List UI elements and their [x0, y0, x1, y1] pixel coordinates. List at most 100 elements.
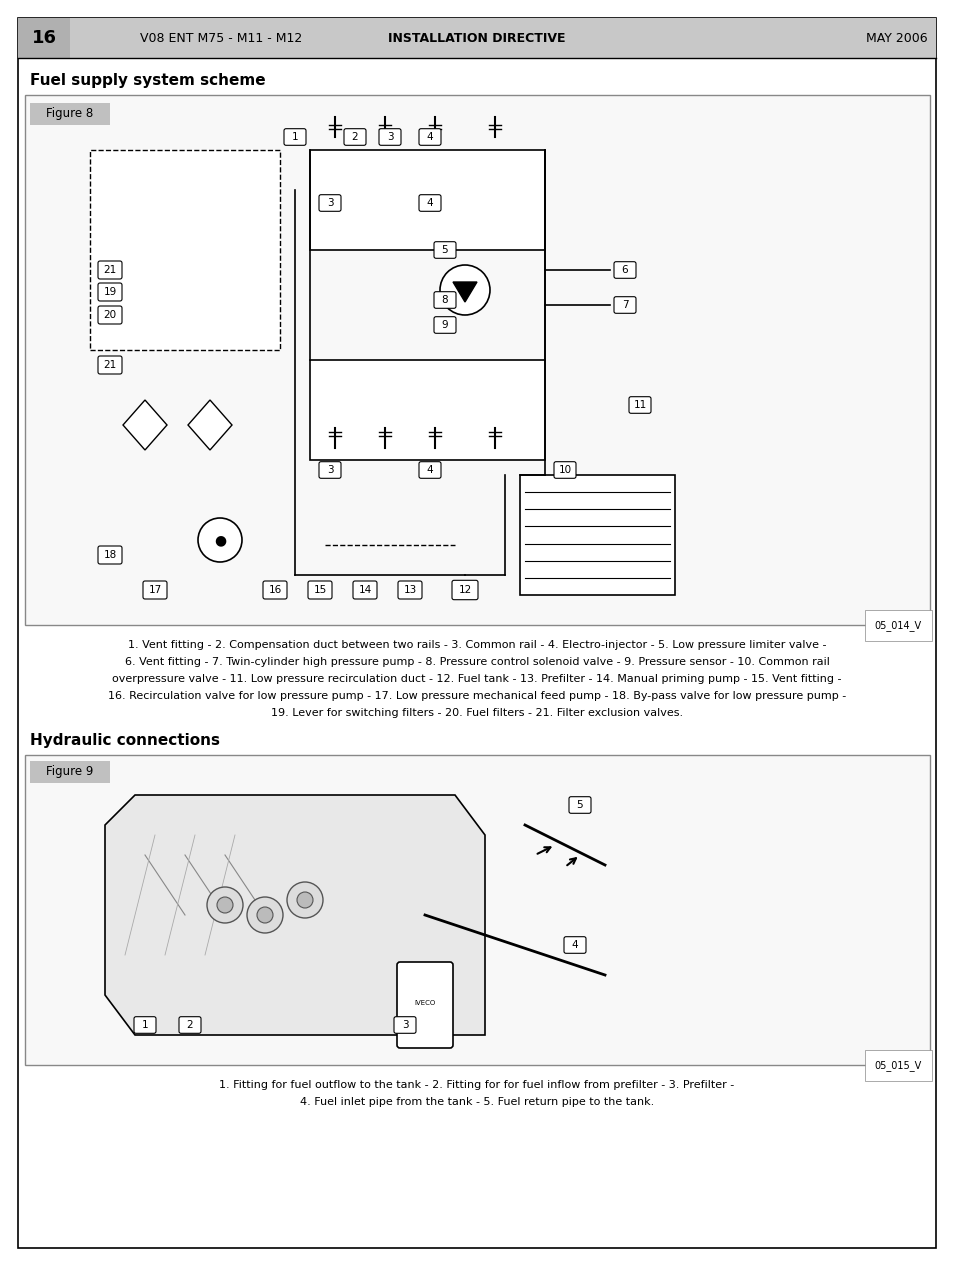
FancyBboxPatch shape: [179, 1017, 201, 1033]
Text: 4. Fuel inlet pipe from the tank - 5. Fuel return pipe to the tank.: 4. Fuel inlet pipe from the tank - 5. Fu…: [299, 1097, 654, 1107]
Text: 05_014_V: 05_014_V: [874, 620, 921, 631]
FancyBboxPatch shape: [614, 261, 636, 278]
Bar: [310, 360, 544, 460]
Bar: [18, 18, 70, 58]
Text: ●: ●: [213, 533, 226, 547]
Text: INSTALLATION DIRECTIVE: INSTALLATION DIRECTIVE: [388, 32, 565, 44]
Text: 18: 18: [103, 550, 116, 560]
FancyBboxPatch shape: [418, 462, 440, 478]
Text: 21: 21: [103, 265, 116, 275]
Text: 9: 9: [441, 320, 448, 330]
Circle shape: [207, 888, 243, 923]
FancyBboxPatch shape: [133, 1017, 156, 1033]
FancyBboxPatch shape: [98, 356, 122, 374]
Circle shape: [439, 265, 490, 314]
Text: 5: 5: [576, 800, 582, 810]
FancyBboxPatch shape: [554, 462, 576, 478]
FancyBboxPatch shape: [396, 962, 453, 1047]
Text: Figure 9: Figure 9: [47, 766, 93, 779]
Text: Figure 8: Figure 8: [47, 108, 93, 120]
FancyBboxPatch shape: [344, 128, 366, 146]
Text: IVECO: IVECO: [414, 1000, 436, 1006]
Bar: [30, 761, 110, 784]
Text: MAY 2006: MAY 2006: [865, 32, 927, 44]
Text: 1. Vent fitting - 2. Compensation duct between two rails - 3. Common rail - 4. E: 1. Vent fitting - 2. Compensation duct b…: [128, 640, 825, 650]
Text: 12: 12: [457, 585, 471, 595]
Text: 16. Recirculation valve for low pressure pump - 17. Low pressure mechanical feed: 16. Recirculation valve for low pressure…: [108, 691, 845, 701]
Text: 19: 19: [103, 287, 116, 297]
Circle shape: [198, 519, 242, 562]
Circle shape: [296, 891, 313, 908]
Text: 20: 20: [103, 309, 116, 320]
Bar: [18, 18, 935, 58]
FancyBboxPatch shape: [614, 297, 636, 313]
Polygon shape: [105, 795, 484, 1035]
Text: 13: 13: [403, 585, 416, 595]
FancyBboxPatch shape: [90, 150, 280, 350]
FancyBboxPatch shape: [563, 937, 585, 954]
Text: 8: 8: [441, 295, 448, 306]
Text: 1: 1: [142, 1019, 148, 1030]
FancyBboxPatch shape: [143, 581, 167, 598]
FancyBboxPatch shape: [318, 462, 340, 478]
Text: 1. Fitting for fuel outflow to the tank - 2. Fitting for for fuel inflow from pr: 1. Fitting for fuel outflow to the tank …: [219, 1080, 734, 1090]
Text: 2: 2: [187, 1019, 193, 1030]
Text: 4: 4: [426, 465, 433, 476]
FancyBboxPatch shape: [394, 1017, 416, 1033]
FancyBboxPatch shape: [284, 128, 306, 146]
Text: overpressure valve - 11. Low pressure recirculation duct - 12. Fuel tank - 13. P: overpressure valve - 11. Low pressure re…: [112, 675, 841, 683]
FancyBboxPatch shape: [418, 195, 440, 212]
Text: 16: 16: [31, 29, 56, 47]
Text: 21: 21: [103, 360, 116, 370]
Text: 6. Vent fitting - 7. Twin-cylinder high pressure pump - 8. Pressure control sole: 6. Vent fitting - 7. Twin-cylinder high …: [125, 657, 828, 667]
FancyBboxPatch shape: [378, 128, 400, 146]
Text: Fuel supply system scheme: Fuel supply system scheme: [30, 72, 265, 87]
Bar: [25, 95, 929, 625]
Text: Hydraulic connections: Hydraulic connections: [30, 733, 220, 748]
Text: 6: 6: [621, 265, 628, 275]
Text: 3: 3: [326, 198, 333, 208]
FancyBboxPatch shape: [98, 283, 122, 301]
FancyBboxPatch shape: [263, 581, 287, 598]
Text: 05_015_V: 05_015_V: [874, 1060, 921, 1071]
Polygon shape: [123, 399, 167, 450]
Circle shape: [256, 907, 273, 923]
Bar: [519, 476, 675, 595]
Bar: [30, 103, 110, 126]
Circle shape: [287, 883, 323, 918]
FancyBboxPatch shape: [434, 317, 456, 333]
FancyBboxPatch shape: [98, 306, 122, 325]
Text: 4: 4: [426, 198, 433, 208]
Text: 4: 4: [426, 132, 433, 142]
Text: 3: 3: [326, 465, 333, 476]
Text: 15: 15: [313, 585, 326, 595]
FancyBboxPatch shape: [318, 195, 340, 212]
Text: 19. Lever for switching filters - 20. Fuel filters - 21. Filter exclusion valves: 19. Lever for switching filters - 20. Fu…: [271, 708, 682, 718]
FancyBboxPatch shape: [98, 261, 122, 279]
Circle shape: [216, 896, 233, 913]
Text: 16: 16: [268, 585, 281, 595]
Text: 5: 5: [441, 245, 448, 255]
Text: 7: 7: [621, 301, 628, 309]
Text: V08 ENT M75 - M11 - M12: V08 ENT M75 - M11 - M12: [140, 32, 302, 44]
FancyBboxPatch shape: [397, 581, 421, 598]
Text: 3: 3: [386, 132, 393, 142]
Polygon shape: [453, 281, 476, 302]
Bar: [310, 150, 544, 250]
Circle shape: [247, 896, 283, 933]
Text: 14: 14: [358, 585, 372, 595]
Polygon shape: [188, 399, 232, 450]
Text: 2: 2: [352, 132, 358, 142]
Text: 17: 17: [149, 585, 161, 595]
Text: 3: 3: [401, 1019, 408, 1030]
FancyBboxPatch shape: [452, 581, 477, 600]
Text: 4: 4: [571, 940, 578, 950]
FancyBboxPatch shape: [353, 581, 376, 598]
FancyBboxPatch shape: [434, 242, 456, 259]
FancyBboxPatch shape: [434, 292, 456, 308]
FancyBboxPatch shape: [418, 128, 440, 146]
FancyBboxPatch shape: [628, 397, 650, 413]
Bar: [25, 754, 929, 1065]
Text: 10: 10: [558, 465, 571, 476]
FancyBboxPatch shape: [98, 547, 122, 564]
